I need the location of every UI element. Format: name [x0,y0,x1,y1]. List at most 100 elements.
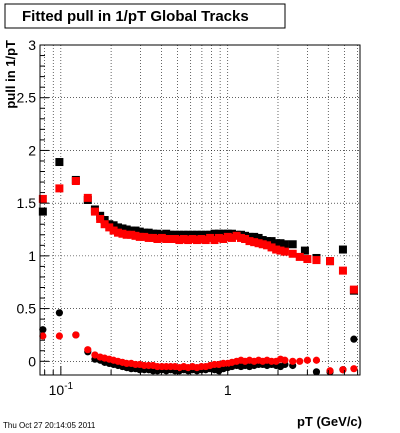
data-point-square [135,232,144,241]
data-point-square [214,233,223,242]
x-tick-label: 10-1 [49,381,74,398]
data-point-square [100,216,109,225]
data-point-square [131,226,140,235]
data-point-square [312,256,321,265]
y-tick-label: 3 [28,37,36,53]
data-point-square [96,214,105,223]
y-tick-label: 2.5 [17,90,37,106]
timestamp-label: Thu Oct 27 20:14:05 2011 [3,421,96,430]
data-point-circle [303,356,311,364]
data-point-square [175,236,184,245]
title-box [4,3,286,29]
data-point-square [214,229,223,238]
data-point-circle [350,335,358,343]
data-point-square [144,228,153,237]
data-point-square [131,231,140,240]
data-point-square [232,231,241,240]
data-point-square [109,226,118,235]
data-point-square [254,233,263,242]
y-tick-label: 1 [28,248,36,264]
data-point-square [166,234,175,243]
data-point-square [83,193,92,202]
data-point-square [223,232,232,241]
data-point-square [114,228,123,237]
data-point-circle [55,332,63,340]
data-point-square [276,239,285,248]
data-point-circle [339,366,347,374]
data-point-square [149,229,158,238]
data-point-circle [72,331,80,339]
data-point-square [162,234,171,243]
data-point-square [210,236,219,245]
data-point-square [140,232,149,241]
data-point-circle [39,332,47,340]
data-point-square [114,223,123,232]
data-point-square [122,230,131,239]
data-point-square [245,237,254,246]
data-point-square [219,234,228,243]
data-point-square [153,234,162,243]
data-point-square [349,285,358,294]
data-point-circle [296,357,304,365]
data-point-square [127,226,136,235]
data-point-square [227,233,236,242]
data-point-square [184,230,193,239]
data-point-square [267,237,276,246]
data-point-square [38,207,47,216]
data-point-square [288,249,297,258]
data-point-square [127,230,136,239]
data-point-square [219,229,228,238]
data-point-square [171,230,180,239]
data-point-square [175,230,184,239]
data-point-square [135,227,144,236]
data-point-square [288,240,297,249]
data-point-square [201,230,210,239]
data-point-circle [312,368,321,376]
series-layer [38,158,358,376]
data-point-square [149,233,158,242]
data-point-square [227,229,236,238]
data-point-circle [84,346,92,354]
data-point-square [192,230,201,239]
data-point-square [254,239,263,248]
data-point-circle [350,365,358,373]
data-point-square [245,232,254,241]
y-axis-title: pull in 1/pT [3,40,18,109]
y-tick-label: 1.5 [17,195,37,211]
data-point-square [171,234,180,243]
data-point-square [184,236,193,245]
data-point-square [236,233,245,242]
data-point-square [162,229,171,238]
data-point-square [90,207,99,216]
data-point-square [122,225,131,234]
data-point-square [55,184,64,193]
y-tick-label: 0 [28,353,36,369]
x-axis-title: pT (GeV/c) [297,414,362,429]
data-point-square [295,252,304,261]
data-point-square [100,220,109,229]
axis-layer: 10-1 1 0 0.5 1 1.5 2 2.5 3 [17,37,359,398]
plot-frame [39,44,361,376]
data-point-circle [281,356,289,364]
data-point-square [263,237,272,246]
data-point-square [250,238,259,247]
data-point-square [258,236,267,245]
data-point-square [71,177,80,186]
data-point-square [276,246,285,255]
series-1 [38,177,358,294]
data-point-square [280,247,289,256]
data-point-square [144,233,153,242]
data-point-square [118,229,127,238]
data-point-square [326,257,335,266]
grid-lines [40,44,360,375]
data-point-circle [312,356,321,364]
data-point-square [109,221,118,230]
data-point-square [303,255,312,264]
x-tick-label: 1 [224,382,232,398]
data-point-square [179,234,188,243]
data-point-square [197,230,206,239]
data-point-circle [289,357,297,365]
data-point-square [188,234,197,243]
